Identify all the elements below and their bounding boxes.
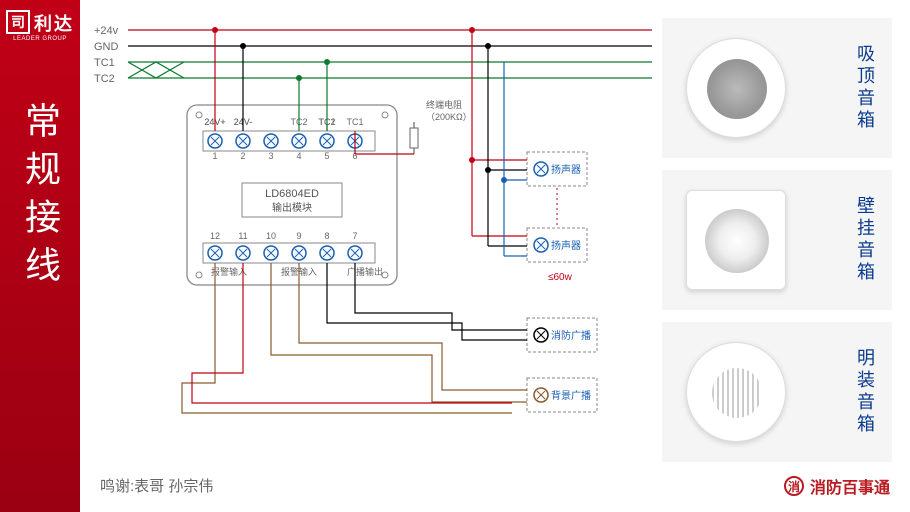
- product-label: 壁挂音箱: [852, 196, 878, 284]
- logo: 司 利达 LEADER GROUP: [6, 8, 74, 42]
- svg-text:9: 9: [296, 231, 301, 241]
- product-image: [676, 180, 796, 300]
- svg-text:GND: GND: [94, 41, 119, 53]
- logo-name: 利达: [34, 10, 74, 36]
- svg-text:12: 12: [210, 231, 220, 241]
- svg-text:5: 5: [324, 151, 329, 161]
- svg-text:1: 1: [212, 151, 217, 161]
- product-image: [676, 332, 796, 452]
- svg-text:10: 10: [266, 231, 276, 241]
- footer-brand: 消 消防百事通: [784, 474, 890, 498]
- svg-text:+24v: +24v: [94, 25, 119, 37]
- svg-text:终端电阻: 终端电阻: [426, 99, 462, 110]
- credits: 鸣谢:表哥 孙宗伟: [100, 475, 213, 496]
- svg-text:报警输入: 报警输入: [211, 266, 247, 277]
- svg-text:扬声器: 扬声器: [551, 239, 581, 252]
- svg-text:≤60w: ≤60w: [548, 272, 573, 283]
- svg-text:输出模块: 输出模块: [272, 201, 312, 214]
- svg-text:TC2: TC2: [94, 73, 115, 85]
- logo-sub: LEADER GROUP: [13, 36, 67, 42]
- svg-text:TC1: TC1: [94, 57, 115, 69]
- product-gallery: 吸顶音箱壁挂音箱明装音箱: [662, 18, 892, 462]
- brand-icon: 消: [784, 476, 804, 496]
- svg-text:8: 8: [324, 231, 329, 241]
- product-card: 壁挂音箱: [662, 170, 892, 310]
- product-label: 吸顶音箱: [852, 44, 878, 132]
- svg-text:消防广播: 消防广播: [551, 329, 591, 342]
- product-label: 明装音箱: [852, 348, 878, 436]
- svg-text:扬声器: 扬声器: [551, 163, 581, 176]
- svg-text:3: 3: [268, 151, 273, 161]
- svg-text:广播输出: 广播输出: [347, 266, 383, 277]
- logo-mark: 司: [6, 10, 30, 34]
- product-card: 明装音箱: [662, 322, 892, 462]
- svg-text:（200KΩ）: （200KΩ）: [426, 112, 472, 122]
- svg-text:7: 7: [352, 231, 357, 241]
- svg-text:2: 2: [240, 151, 245, 161]
- left-brand-band: 司 利达 LEADER GROUP 常规接线: [0, 0, 80, 512]
- svg-text:TC1: TC1: [346, 117, 363, 127]
- brand-text: 消防百事通: [810, 474, 890, 498]
- svg-text:4: 4: [296, 151, 301, 161]
- svg-text:背景广播: 背景广播: [551, 389, 591, 402]
- product-image: [676, 28, 796, 148]
- svg-text:LD6804ED: LD6804ED: [265, 188, 319, 200]
- wiring-diagram: +24vGNDTC1TC2LD6804ED输出模块12345624V+24V-T…: [92, 10, 652, 480]
- page-title: 常规接线: [14, 102, 66, 294]
- product-card: 吸顶音箱: [662, 18, 892, 158]
- svg-text:11: 11: [238, 231, 247, 241]
